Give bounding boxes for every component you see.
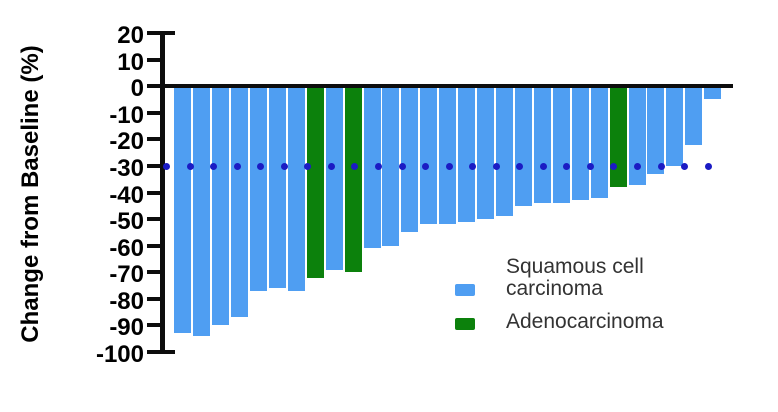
y-axis-tick	[147, 217, 160, 222]
bar-squamous	[325, 88, 343, 270]
y-axis-tick	[147, 243, 160, 248]
bar-squamous	[533, 88, 551, 204]
y-axis-tick-label: -70	[109, 261, 144, 289]
threshold-dot	[163, 163, 170, 171]
threshold-dot	[398, 163, 406, 171]
bar-squamous	[193, 88, 211, 337]
bar-squamous	[439, 88, 457, 225]
y-axis-tick	[147, 296, 160, 301]
bar-squamous	[249, 88, 267, 291]
threshold-dot	[351, 163, 359, 171]
bar-squamous	[458, 88, 476, 222]
y-axis-tick-label: -60	[109, 234, 144, 262]
y-axis-tick	[147, 350, 160, 354]
y-axis-tick-label: -30	[109, 154, 144, 182]
threshold-dot	[492, 163, 500, 171]
y-axis-bottom-cap	[160, 350, 175, 354]
y-axis-tick-label: -100	[95, 341, 144, 368]
y-axis-tick-label: -10	[109, 101, 144, 129]
bar-adenocarcinoma	[344, 88, 362, 273]
bar-squamous	[704, 88, 722, 100]
threshold-dot	[563, 163, 571, 171]
bar-squamous	[363, 88, 381, 249]
y-axis-tick-label: -20	[109, 128, 144, 156]
threshold-dot	[516, 163, 524, 171]
y-axis-tick-label: -80	[109, 287, 144, 315]
bar-squamous	[628, 88, 646, 185]
threshold-dot	[327, 163, 335, 171]
y-axis-tick	[147, 163, 160, 168]
bar-squamous	[647, 88, 665, 174]
bar-squamous	[268, 88, 286, 289]
bar-squamous	[571, 88, 589, 201]
bar-squamous	[514, 88, 532, 206]
bar-squamous	[382, 88, 400, 246]
threshold-dot	[186, 163, 194, 171]
threshold-dot	[634, 163, 641, 171]
bar-squamous	[496, 88, 513, 217]
threshold-dot	[657, 163, 665, 171]
bar-squamous	[685, 88, 703, 145]
bar-squamous	[212, 88, 230, 326]
y-axis-tick	[147, 137, 160, 142]
y-axis-tick	[147, 323, 160, 328]
y-axis-tick-label: -50	[109, 208, 144, 236]
zero-baseline	[160, 84, 733, 88]
bar-squamous	[401, 88, 419, 233]
bar-squamous	[174, 88, 192, 334]
threshold-dot	[681, 163, 689, 171]
threshold-dot	[257, 163, 265, 171]
bar-squamous	[230, 88, 248, 318]
y-axis-top-cap	[160, 31, 175, 35]
threshold-dot	[422, 163, 430, 171]
threshold-dot	[610, 163, 618, 171]
threshold-dot	[539, 163, 547, 171]
y-axis-tick-label: 20	[117, 22, 144, 49]
legend-swatch-squamous-icon	[455, 284, 475, 296]
threshold-dot	[304, 163, 312, 171]
bar-adenocarcinoma	[306, 88, 324, 278]
y-axis-tick	[147, 57, 160, 62]
y-axis-tick	[147, 84, 160, 89]
legend-label-adeno: Adenocarcinoma	[506, 310, 664, 333]
bar-squamous	[590, 88, 608, 198]
threshold-dot	[374, 163, 382, 171]
y-axis-line	[160, 31, 165, 354]
bar-squamous	[420, 88, 438, 225]
legend-swatch-adeno-icon	[455, 318, 475, 330]
threshold-dot	[445, 163, 453, 171]
threshold-dot	[586, 163, 594, 171]
bar-squamous	[287, 88, 305, 291]
y-axis-tick-label: -90	[109, 314, 144, 342]
threshold-dot	[280, 163, 288, 171]
bar-squamous	[477, 88, 495, 220]
y-axis-tick	[147, 110, 160, 115]
y-axis-tick	[147, 31, 160, 35]
y-axis-tick	[147, 190, 160, 195]
threshold-dot	[233, 163, 241, 171]
legend-label-squamous: Squamous cell carcinoma	[506, 255, 644, 300]
threshold-dot	[469, 163, 477, 171]
y-axis-tick	[147, 270, 160, 275]
y-axis-tick-label: 0	[130, 75, 144, 103]
bar-squamous	[552, 88, 570, 204]
y-axis-title: Change from Baseline (%)	[17, 45, 44, 343]
bar-squamous	[666, 88, 684, 166]
threshold-dot	[210, 163, 218, 171]
y-axis-tick-label: -40	[109, 181, 144, 209]
y-axis-tick-label: 10	[117, 48, 144, 76]
threshold-dot	[704, 163, 712, 171]
bar-adenocarcinoma	[609, 88, 627, 188]
